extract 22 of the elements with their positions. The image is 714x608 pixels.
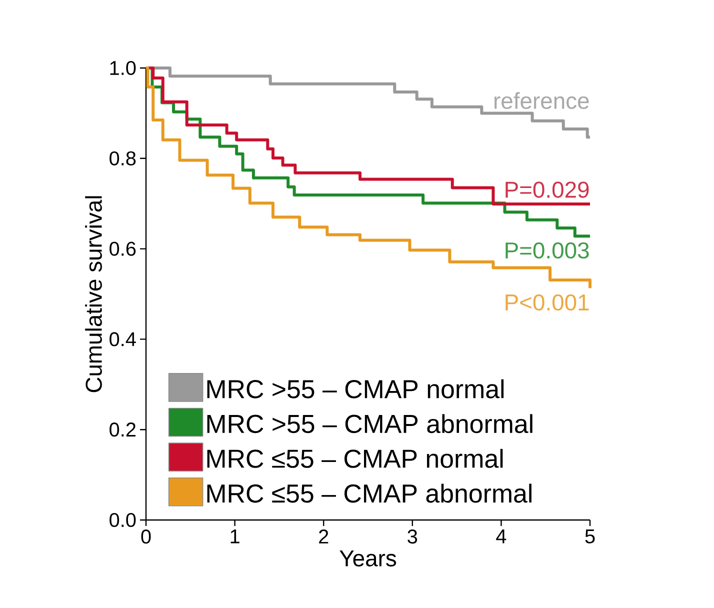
x-tick-label: 4 [496,530,506,544]
y-tick-label: 0.8 [110,151,136,166]
y-tick-label: 0.0 [110,512,136,528]
legend-label: MRC ≤55 – CMAP normal [207,448,503,468]
legend-label: MRC ≤55 – CMAP abnormal [207,484,532,503]
x-tick-label: 1 [230,530,240,544]
annotation: P<0.001 [506,294,589,311]
x-axis-title: Years [340,550,396,566]
y-tick-label: 0.2 [110,422,136,437]
legend-label: MRC >55 – CMAP abnormal [207,414,532,434]
annotation: P=0.029 [506,182,589,198]
legend-label: MRC >55 – CMAP normal [207,379,504,398]
x-tick-label: 5 [585,530,595,544]
x-tick-label: 3 [408,530,418,544]
y-axis-title: Cumulative survival [85,196,102,392]
y-tick-label: 1.0 [110,60,136,76]
x-tick-label: 0 [141,530,151,544]
annotation: P=0.003 [506,242,589,259]
y-tick-label: 0.4 [110,332,136,346]
x-tick-label: 2 [319,530,328,544]
annotation: reference [494,92,589,109]
y-tick-label: 0.6 [110,242,136,256]
